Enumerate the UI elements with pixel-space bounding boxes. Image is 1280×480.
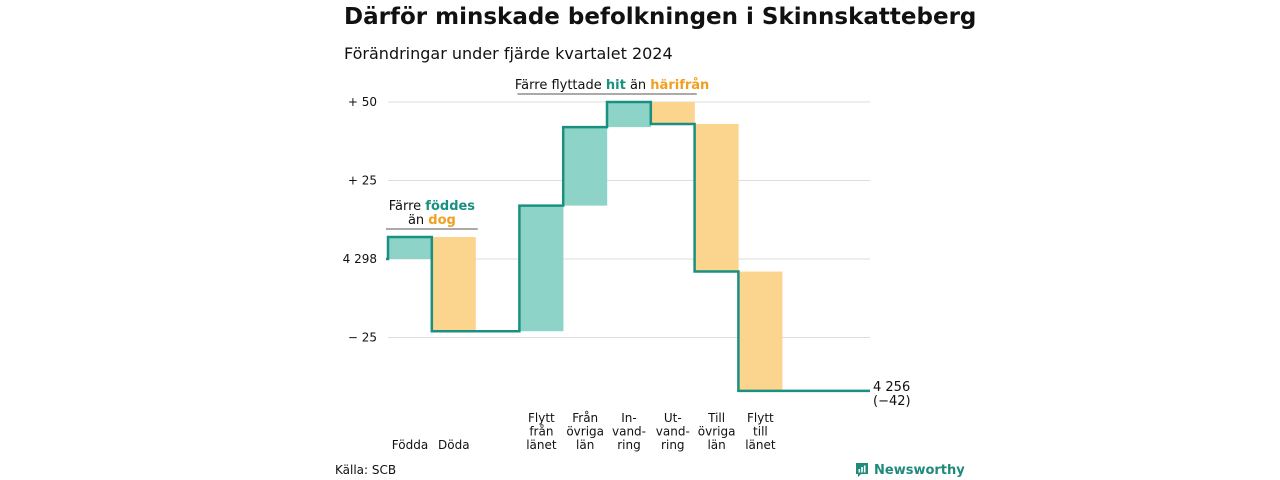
annotation-text: Färre föddes <box>389 199 476 214</box>
annotation-span: härifrån <box>650 78 709 93</box>
waterfall-bar <box>738 271 783 391</box>
annotation-span: än <box>408 213 428 228</box>
x-category-label: vand- <box>612 425 646 439</box>
x-category-label: Födda <box>392 438 428 452</box>
x-category-label: länet <box>745 438 776 452</box>
x-category-label: län <box>576 438 594 452</box>
x-category-label: Flytt <box>528 411 555 425</box>
x-category-label: Döda <box>438 438 470 452</box>
annotation-span: Färre flyttade <box>515 78 606 93</box>
bars <box>388 102 783 391</box>
cumulative-step-line <box>386 100 870 393</box>
x-category-label: vand- <box>656 425 690 439</box>
annotation-span: än <box>626 78 650 93</box>
waterfall-bar <box>694 123 739 272</box>
annotation-span: hit <box>606 78 626 93</box>
end-change-label: (−42) <box>873 394 911 409</box>
x-category-label: ring <box>617 438 641 452</box>
y-tick-label: − 25 <box>348 331 377 345</box>
waterfall-bar <box>519 205 564 332</box>
x-category-label: övriga <box>698 425 736 439</box>
annotation-text: Färre flyttade hit än härifrån <box>515 78 709 93</box>
x-category-label: län <box>707 438 725 452</box>
annotation-span: föddes <box>425 199 475 214</box>
end-value-label: 4 256 <box>873 380 910 395</box>
annotation-text: än dog <box>408 213 456 228</box>
x-category-label: Från <box>572 411 598 425</box>
x-category-label: från <box>529 425 553 439</box>
chart-title: Därför minskade befolkningen i Skinnskat… <box>344 4 977 30</box>
y-tick-label: + 50 <box>348 95 377 109</box>
waterfall-bar <box>563 127 608 206</box>
chart-subtitle: Förändringar under fjärde kvartalet 2024 <box>344 44 673 63</box>
end-label: 4 256(−42) <box>873 380 911 409</box>
x-category-label: till <box>753 425 768 439</box>
waterfall-bar <box>650 102 695 124</box>
source-note: Källa: SCB <box>335 463 397 477</box>
brand-name: Newsworthy <box>874 462 965 478</box>
waterfall-bar <box>431 237 476 332</box>
waterfall-bar <box>607 102 651 128</box>
y-tick-label: 4 298 <box>343 252 377 266</box>
brand-logo: Newsworthy <box>855 462 965 478</box>
x-category-label: Till <box>707 411 725 425</box>
annotation-span: dog <box>428 213 456 228</box>
x-category-label: Ut- <box>664 411 682 425</box>
x-category-label: övriga <box>566 425 604 439</box>
x-category-label: länet <box>526 438 557 452</box>
waterfall-bar <box>388 237 432 259</box>
y-tick-label: + 25 <box>348 174 377 188</box>
x-category-label: Flytt <box>747 411 774 425</box>
x-axis-labels: Födda DödaFlyttfrånlänetFrånövrigalänIn-v… <box>392 411 776 452</box>
x-category-label: In- <box>621 411 636 425</box>
annotation-span: Färre <box>389 199 426 214</box>
newsworthy-icon <box>856 463 868 477</box>
y-axis: + 50 + 25 4 298 − 25 <box>343 95 377 345</box>
x-category-label: ring <box>661 438 685 452</box>
